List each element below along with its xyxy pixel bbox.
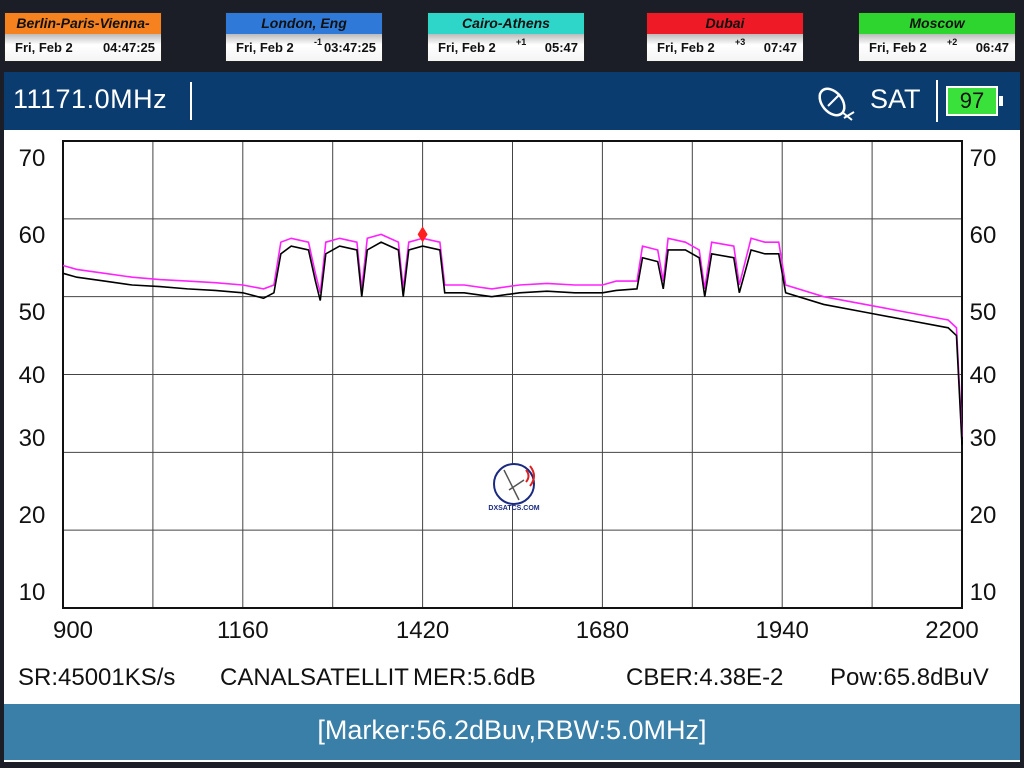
clock-date: Fri, Feb 2 bbox=[657, 40, 715, 55]
y-tick-left: 50 bbox=[19, 299, 46, 326]
clock-time: 03:47:25 bbox=[323, 40, 376, 55]
x-tick: 900 bbox=[53, 617, 93, 644]
cber-value: CBER:4.38E-2 bbox=[626, 664, 784, 691]
clock-time: 05:47 bbox=[544, 40, 578, 55]
clock-city: Berlin-Paris-Vienna-Roma bbox=[5, 13, 161, 52]
y-tick-left: 10 bbox=[19, 579, 46, 606]
x-tick: 1940 bbox=[756, 617, 809, 644]
y-tick-right: 20 bbox=[970, 502, 997, 529]
mer-value: MER:5.6dB bbox=[413, 664, 536, 691]
y-tick-right: 60 bbox=[970, 222, 997, 249]
x-tick: 2200 bbox=[925, 617, 978, 644]
y-tick-right: 50 bbox=[970, 299, 997, 326]
clock-city: Dubai bbox=[647, 13, 803, 34]
clock-2: Cairo-Athens Fri, Feb 2 +1 05:47 bbox=[427, 12, 585, 62]
x-tick: 1680 bbox=[576, 617, 629, 644]
logo-dish bbox=[503, 469, 525, 501]
power-value: Pow:65.8dBuV bbox=[830, 664, 989, 691]
header-bar: 11171.0MHz SAT 97 bbox=[4, 72, 1020, 130]
clock-time: 06:47 bbox=[975, 40, 1009, 55]
clock-date: Fri, Feb 2 bbox=[438, 40, 496, 55]
symbol-rate: SR:45001KS/s bbox=[18, 664, 176, 691]
analyzer-screen: 11171.0MHz SAT 97 70 70 60 60 50 50 40 40 30 30 20… bbox=[4, 72, 1020, 762]
spectrum-trace bbox=[62, 233, 963, 437]
clock-date: Fri, Feb 2 bbox=[15, 40, 73, 55]
logo-text: DXSATCS.COM bbox=[488, 505, 539, 512]
x-tick: 1420 bbox=[396, 617, 449, 644]
clock-time: 07:47 bbox=[763, 40, 797, 55]
clock-offset: +1 bbox=[516, 37, 527, 47]
satellite-dish-icon bbox=[818, 87, 855, 121]
spectrum-chart: 70 70 60 60 50 50 40 40 30 30 20 20 10 10 900 1160 1420 1… bbox=[19, 140, 997, 644]
y-tick-right: 70 bbox=[970, 145, 997, 172]
x-tick: 1160 bbox=[217, 617, 269, 644]
frequency-readout[interactable]: 11171.0MHz bbox=[13, 84, 168, 114]
clock-city: London, Eng bbox=[226, 13, 382, 34]
divider bbox=[936, 80, 938, 122]
y-tick-left: 70 bbox=[19, 145, 46, 172]
clock-offset: -1 bbox=[314, 37, 323, 47]
logo-waves bbox=[525, 465, 535, 487]
spectrum-trace bbox=[62, 241, 963, 445]
clock-1: London, Eng Fri, Feb 2 -1 03:47:25 bbox=[225, 12, 383, 62]
y-tick-right: 40 bbox=[970, 362, 997, 389]
y-tick-left: 30 bbox=[19, 425, 46, 452]
clock-offset: +3 bbox=[735, 37, 746, 47]
y-tick-left: 40 bbox=[19, 362, 46, 389]
y-tick-right: 10 bbox=[970, 579, 997, 606]
y-tick-left: 20 bbox=[19, 502, 46, 529]
clock-0: Berlin-Paris-Vienna-Roma Fri, Feb 2 04:47… bbox=[4, 12, 162, 62]
text-cursor bbox=[190, 82, 192, 120]
clock-date: Fri, Feb 2 bbox=[236, 40, 294, 55]
marker-status-bar: [Marker:56.2dBuv,RBW:5.0MHz] bbox=[4, 704, 1020, 760]
clock-4: Moscow Fri, Feb 2 +2 06:47 bbox=[858, 12, 1016, 62]
clock-city: Cairo-Athens bbox=[428, 13, 584, 34]
clock-time: 04:47:25 bbox=[102, 40, 155, 55]
mode-label: SAT bbox=[870, 84, 921, 114]
clock-3: Dubai Fri, Feb 2 +3 07:47 bbox=[646, 12, 804, 62]
clock-date: Fri, Feb 2 bbox=[869, 40, 927, 55]
y-tick-left: 60 bbox=[19, 222, 46, 249]
clock-city: Moscow bbox=[859, 13, 1015, 34]
marker-diamond bbox=[417, 226, 428, 243]
logo-circle bbox=[493, 463, 535, 505]
channel-name: CANALSATELLIT bbox=[220, 664, 409, 691]
battery-indicator: 97 bbox=[946, 86, 1003, 116]
plot-frame bbox=[62, 140, 963, 609]
y-tick-right: 30 bbox=[970, 425, 997, 452]
clock-offset: +2 bbox=[947, 37, 958, 47]
